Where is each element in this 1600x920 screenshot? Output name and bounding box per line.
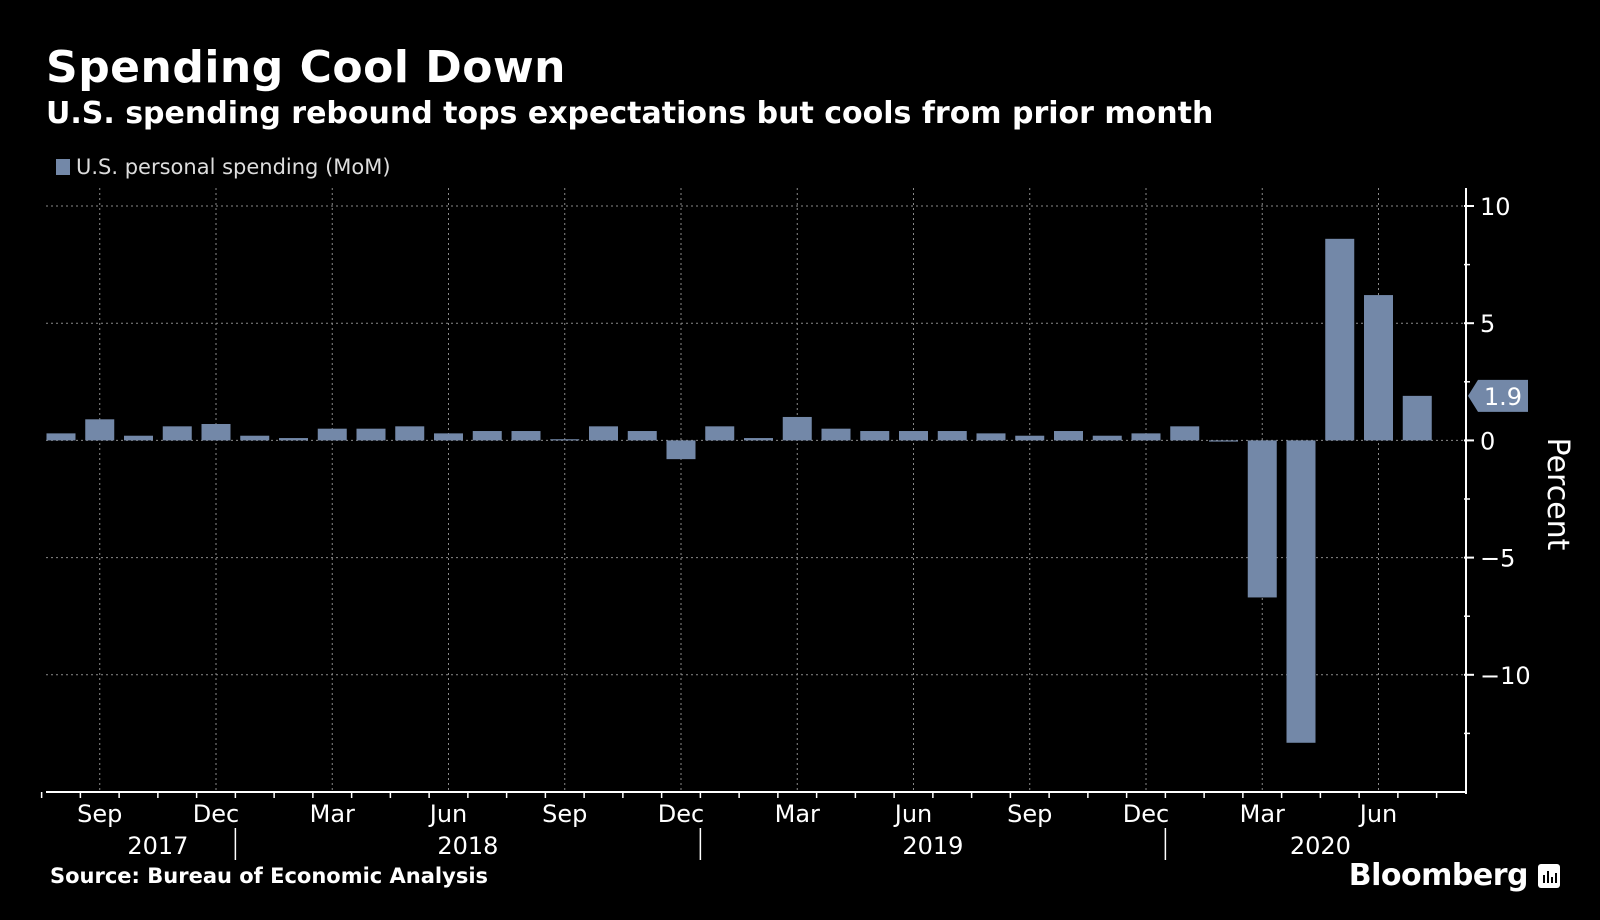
bar — [1325, 238, 1355, 441]
x-tick-label: Dec — [1123, 800, 1169, 828]
last-value-callout — [1468, 379, 1528, 412]
x-tick-label: Dec — [193, 800, 239, 828]
y-axis-label: Percent — [1540, 438, 1575, 551]
x-tick-label: Sep — [1007, 800, 1052, 828]
bar — [550, 439, 580, 441]
bar — [666, 440, 696, 460]
year-label: 2017 — [127, 832, 188, 860]
bar — [511, 431, 541, 441]
bar-chart-icon — [1538, 863, 1560, 888]
year-label: 2018 — [437, 832, 498, 860]
source-note: Source: Bureau of Economic Analysis — [50, 864, 489, 888]
x-tick-label: Mar — [310, 800, 355, 828]
bar — [1402, 395, 1432, 441]
year-label: 2020 — [1290, 832, 1351, 860]
bar — [240, 435, 270, 441]
bar — [860, 431, 890, 441]
x-tick-label: Sep — [77, 800, 122, 828]
bar — [782, 416, 812, 441]
x-tick-label: Jun — [1358, 800, 1398, 828]
bar — [85, 419, 115, 441]
bar — [976, 433, 1006, 441]
bar — [395, 426, 425, 441]
bar — [1054, 431, 1083, 441]
x-tick-label: Sep — [542, 800, 587, 828]
x-tick-label: Mar — [1240, 800, 1285, 828]
bar — [1131, 433, 1161, 441]
bar — [937, 431, 967, 441]
bar — [356, 428, 386, 441]
y-tick-label: 0 — [1480, 427, 1495, 455]
legend-swatch — [56, 159, 70, 175]
legend-label: U.S. personal spending (MoM) — [76, 155, 391, 179]
bar — [1209, 440, 1238, 442]
bar — [1286, 440, 1316, 743]
bar — [1170, 426, 1200, 441]
bar — [744, 438, 773, 441]
chart-subtitle: U.S. spending rebound tops expectations … — [46, 96, 1214, 131]
y-tick-label: 5 — [1480, 310, 1495, 338]
year-label: 2019 — [902, 832, 963, 860]
bar — [46, 433, 76, 441]
bar — [279, 438, 308, 441]
bloomberg-logo: Bloomberg — [1349, 858, 1560, 893]
bar — [162, 426, 192, 441]
bar — [1247, 440, 1277, 598]
y-tick-label: −5 — [1480, 545, 1515, 573]
x-tick-label: Jun — [428, 800, 468, 828]
bar — [124, 435, 153, 441]
bar — [1015, 435, 1045, 441]
last-value-label: 1.9 — [1484, 383, 1522, 411]
bar — [1364, 295, 1393, 441]
bar — [821, 428, 851, 441]
x-tick-label: Mar — [775, 800, 820, 828]
y-tick-label: 10 — [1480, 193, 1511, 221]
bar — [472, 431, 502, 441]
x-tick-label: Dec — [658, 800, 704, 828]
x-tick-label: Jun — [893, 800, 933, 828]
y-tick-label: −10 — [1480, 662, 1531, 690]
legend: U.S. personal spending (MoM) — [56, 155, 391, 179]
bar — [705, 426, 735, 441]
bar — [1092, 435, 1122, 441]
bar — [201, 423, 231, 441]
bar — [589, 426, 618, 441]
brand-name: Bloomberg — [1348, 858, 1529, 893]
bar — [317, 428, 347, 441]
chart-title: Spending Cool Down — [46, 42, 566, 93]
bar — [627, 431, 657, 441]
bar — [899, 431, 928, 441]
bar — [434, 433, 463, 441]
